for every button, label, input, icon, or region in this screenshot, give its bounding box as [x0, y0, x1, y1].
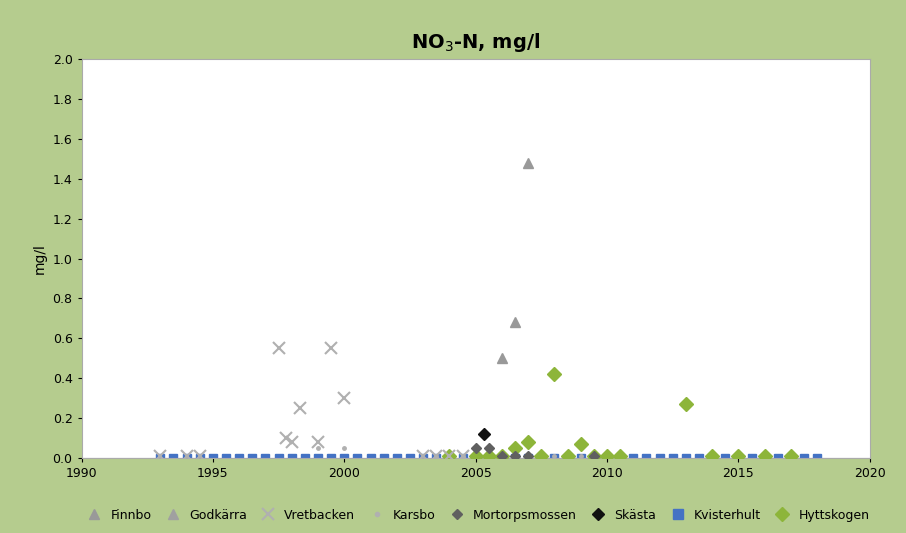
Legend: Finnbo, Godkärra, Vretbacken, Karsbo, Mortorpsmossen, Skästa, Kvisterhult, Hytts: Finnbo, Godkärra, Vretbacken, Karsbo, Mo… — [82, 508, 870, 522]
Title: NO$_3$-N, mg/l: NO$_3$-N, mg/l — [411, 30, 540, 53]
Y-axis label: mg/l: mg/l — [33, 243, 47, 274]
